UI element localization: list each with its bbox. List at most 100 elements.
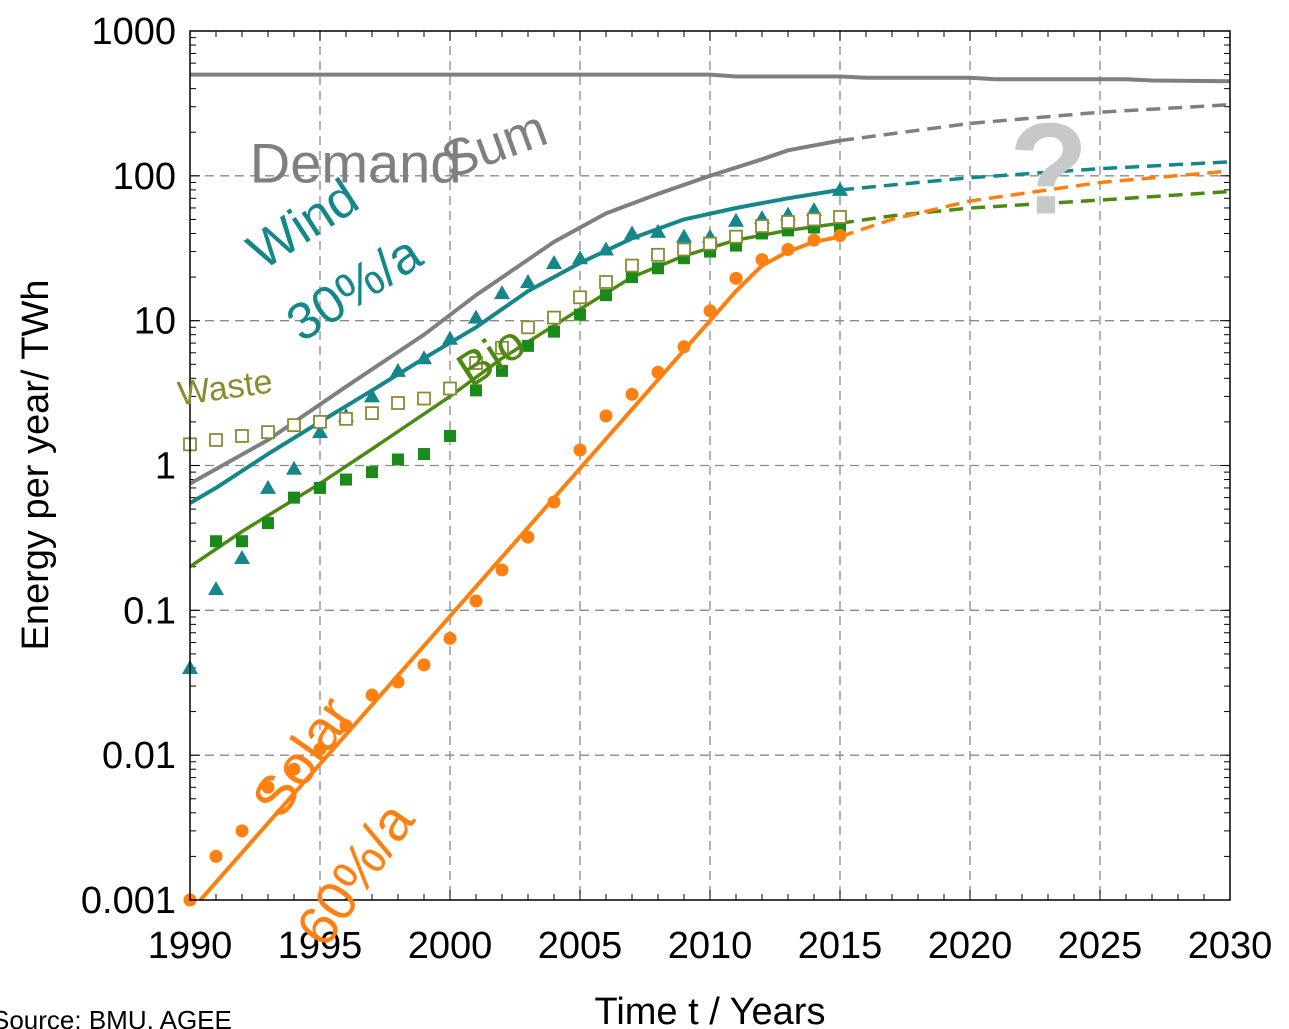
sum-label: Sum	[434, 99, 554, 190]
solar-data-point	[521, 530, 535, 544]
solar-data-point	[313, 742, 327, 756]
x-tick-labels: 1990 1995 2000 2005 2010 2015 2020 2025 2030	[148, 925, 1273, 967]
source-note: Source: BMU, AGEE	[0, 1005, 232, 1029]
bio-data-point	[626, 271, 638, 284]
wind-data-point	[624, 225, 640, 240]
wind-data-point	[364, 388, 380, 403]
grid-lines	[190, 31, 1230, 900]
x-axis-title: Time t / Years	[595, 991, 826, 1029]
x-tick-label: 2020	[928, 925, 1013, 967]
y-tick-label: 10	[134, 301, 176, 343]
y-axis-title: Energy per year/ TWh	[15, 279, 57, 650]
solar-data-point	[833, 229, 847, 243]
bio-data-point	[678, 252, 690, 265]
wind-data-point	[442, 330, 458, 345]
bio-data-point	[340, 473, 352, 486]
y-tick-label: 0.01	[102, 735, 176, 777]
bio-data-point	[262, 517, 274, 530]
wind-data-point	[546, 255, 562, 270]
waste-data-point	[625, 258, 639, 273]
waste-data-point	[651, 247, 665, 262]
waste-data-point	[443, 381, 457, 396]
waste-data-point	[339, 411, 353, 426]
x-tick-label: 2030	[1188, 925, 1273, 967]
wind-data-point	[468, 309, 484, 324]
waste-data-point	[599, 275, 613, 289]
solar-data-point	[365, 688, 379, 702]
wind-data-point	[676, 228, 692, 243]
wind-data-point	[234, 549, 250, 564]
bio-data-point	[418, 448, 430, 461]
bio-data-point	[470, 384, 482, 397]
wind-data-point	[572, 250, 588, 265]
solar-data-point	[417, 658, 431, 672]
solar-data-point	[729, 271, 743, 285]
y-tick-label: 0.001	[81, 880, 176, 922]
solar-data-point	[209, 849, 223, 863]
wind-data-point	[208, 581, 224, 596]
solar-data-point	[677, 340, 691, 354]
sum-line	[189, 138, 841, 486]
wind-data-point	[832, 181, 848, 196]
waste-data-point	[755, 219, 769, 233]
minor-ticks	[189, 31, 1231, 901]
bio-data-point	[288, 491, 300, 504]
waste-data-point	[235, 429, 249, 443]
bio-data-point	[496, 364, 508, 377]
solar-data-point	[547, 495, 561, 509]
x-tick-label: 2005	[538, 925, 623, 967]
bio-data-point	[522, 339, 534, 352]
waste-data-point	[677, 242, 691, 257]
data-markers	[182, 181, 848, 907]
solar-data-point	[261, 780, 275, 794]
solar-data-point	[781, 243, 795, 257]
bio-data-point	[652, 262, 664, 275]
waste-data-point	[365, 406, 379, 421]
y-tick-labels: 0.001 0.01 0.1 1 10 100 1000	[81, 11, 176, 922]
solar-data-point	[495, 563, 509, 577]
waste-data-point	[261, 425, 275, 440]
solar-data-point	[391, 675, 405, 689]
wind-data-point	[520, 273, 536, 288]
wind-data-point	[650, 223, 666, 238]
solar-label: Solar	[239, 685, 366, 828]
solar-data-point	[651, 365, 665, 379]
wind-line	[188, 187, 841, 505]
y-tick-label: 0.1	[123, 590, 176, 632]
solar-data-point	[443, 631, 457, 645]
waste-data-point	[781, 215, 795, 229]
y-tick-label: 1	[155, 446, 176, 488]
x-tick-label: 2025	[1058, 925, 1143, 967]
waste-data-point	[287, 418, 301, 433]
bio-data-point	[548, 325, 560, 338]
bio-data-point	[444, 429, 456, 442]
bio-line	[189, 221, 841, 569]
waste-data-point	[417, 391, 431, 406]
x-tick-label: 1990	[148, 925, 233, 967]
waste-data-point	[313, 415, 327, 429]
question-mark: ?	[1009, 95, 1088, 241]
bio-data-point	[236, 535, 248, 548]
solar-data-point	[599, 409, 613, 423]
bio-data-point	[210, 535, 222, 548]
x-tick-label: 2010	[668, 925, 753, 967]
wind-data-point	[312, 424, 328, 439]
waste-data-point	[703, 236, 717, 251]
demand-line	[190, 72, 1231, 84]
wind-data-point	[260, 479, 276, 494]
waste-data-point	[729, 229, 743, 244]
x-tick-label: 2000	[408, 925, 493, 967]
solar-data-point	[755, 253, 769, 267]
solar-data-point	[469, 594, 483, 608]
wind-data-point	[286, 460, 302, 475]
bio-data-point	[314, 481, 326, 494]
wind-data-point	[494, 285, 510, 300]
y-tick-label: 100	[113, 156, 176, 198]
solar-data-point	[703, 304, 717, 318]
waste-data-point	[209, 433, 223, 447]
x-tick-label: 2015	[798, 925, 883, 967]
bio-data-point	[366, 466, 378, 479]
waste-data-point	[495, 340, 509, 355]
solar-data-point	[573, 443, 587, 457]
